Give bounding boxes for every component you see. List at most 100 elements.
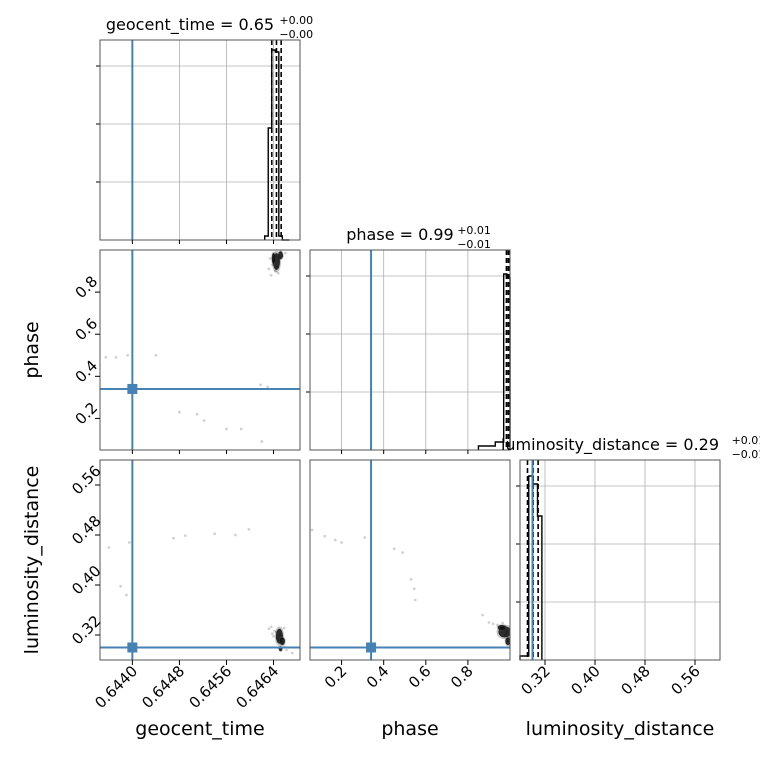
sample-point: [275, 254, 278, 258]
y-tick-label: 0.8: [72, 272, 102, 302]
sample-point: [501, 621, 505, 625]
sample-point: [225, 427, 228, 431]
sample-point: [125, 593, 128, 597]
density-core: [271, 253, 276, 264]
sample-point: [273, 629, 277, 633]
panel-frame-geocent_time: [99, 39, 301, 241]
sample-point: [268, 257, 272, 260]
samples-geocent_time__phase: [104, 250, 287, 443]
sample-point: [275, 630, 278, 634]
x-tick-label: 0.4: [363, 662, 393, 692]
density-core: [278, 251, 283, 260]
sample-point: [504, 633, 508, 637]
y-axis-label-luminosity_distance: luminosity_distance: [21, 466, 43, 655]
sample-point: [270, 263, 274, 267]
y-tick-label: 0.32: [68, 612, 104, 648]
sample-point: [500, 626, 503, 629]
sample-point: [273, 269, 277, 273]
x-tick-label: 0.6: [405, 662, 435, 692]
title-lower-error: −0.00: [279, 28, 313, 41]
density-geocent_time__luminosity_distance: [274, 626, 286, 652]
sample-point: [275, 636, 279, 640]
sample-point: [259, 383, 262, 387]
density-core: [279, 637, 285, 645]
y-axis-label-phase: phase: [21, 321, 43, 378]
sample-point: [282, 626, 286, 630]
sample-point: [276, 271, 280, 275]
y-tick-label: 0.56: [68, 462, 104, 498]
sample-point: [154, 353, 158, 357]
title-upper-error: +0.00: [279, 14, 313, 27]
panel-title-luminosity_distance: luminosity_distance = 0.29: [501, 435, 719, 455]
samples-phase__luminosity_distance: [310, 528, 510, 649]
title-upper-error: +0.01: [732, 434, 760, 447]
sample-point: [213, 532, 217, 536]
sample-point: [310, 528, 314, 532]
title-upper-error: +0.01: [457, 224, 491, 237]
sample-point: [279, 250, 282, 254]
y-tick-label: 0.6: [72, 314, 102, 344]
x-tick-label: 0.6440: [91, 662, 141, 712]
title-lower-error: −0.01: [732, 448, 760, 461]
title-lower-error: −0.01: [457, 238, 491, 251]
truth-marker: [366, 642, 377, 653]
histogram-geocent_time: [264, 49, 290, 241]
x-tick-label: 0.6448: [138, 662, 188, 712]
sample-point: [247, 527, 251, 531]
sample-point: [495, 623, 499, 627]
sample-point: [260, 440, 264, 443]
x-tick-label: 0.8: [447, 662, 477, 692]
panel-frame-geocent_time__luminosity_distance: [99, 459, 301, 661]
x-tick-label: 0.48: [617, 662, 653, 698]
sample-point: [290, 651, 294, 655]
y-tick-label: 0.40: [68, 562, 104, 598]
sample-point: [267, 267, 271, 271]
sample-point: [491, 622, 495, 626]
x-tick-label: 0.2: [321, 662, 351, 692]
density-core: [497, 625, 506, 630]
sample-point: [195, 412, 199, 416]
x-tick-label: 0.56: [667, 662, 703, 698]
sample-point: [114, 355, 118, 359]
sample-point: [270, 632, 274, 636]
sample-point: [412, 587, 416, 591]
sample-point: [178, 410, 181, 414]
sample-point: [269, 625, 273, 629]
panel-frame-geocent_time__phase: [99, 249, 301, 451]
sample-point: [104, 355, 108, 359]
sample-point: [183, 534, 187, 538]
sample-point: [266, 385, 270, 389]
sample-point: [502, 627, 506, 631]
sample-point: [280, 254, 284, 258]
sample-point: [285, 648, 288, 652]
sample-point: [392, 547, 396, 551]
sample-point: [278, 638, 281, 642]
sample-point: [503, 624, 507, 628]
sample-point: [363, 536, 367, 539]
y-tick-label: 0.4: [72, 357, 102, 387]
sample-point: [278, 257, 281, 260]
sample-point: [272, 634, 275, 638]
x-tick-label: 0.32: [517, 662, 553, 698]
panel-title-phase: phase = 0.99: [346, 225, 453, 244]
sample-point: [128, 541, 131, 544]
sample-point: [119, 584, 122, 588]
x-axis-label-luminosity_distance: luminosity_distance: [526, 718, 715, 740]
sample-point: [239, 427, 243, 431]
sample-point: [272, 259, 276, 262]
sample-point: [126, 353, 130, 357]
density-geocent_time__phase: [271, 250, 284, 273]
sample-point: [280, 642, 284, 646]
histogram-phase: [477, 273, 511, 450]
samples-geocent_time__luminosity_distance: [107, 527, 294, 655]
sample-point: [275, 265, 279, 269]
sample-point: [172, 536, 175, 540]
density-phase__luminosity_distance: [496, 624, 510, 647]
sample-point: [413, 598, 417, 602]
x-tick-label: 0.40: [567, 662, 603, 698]
sample-point: [409, 577, 413, 581]
sample-point: [107, 546, 111, 549]
sample-point: [506, 639, 510, 643]
x-tick-label: 0.6464: [233, 662, 283, 712]
